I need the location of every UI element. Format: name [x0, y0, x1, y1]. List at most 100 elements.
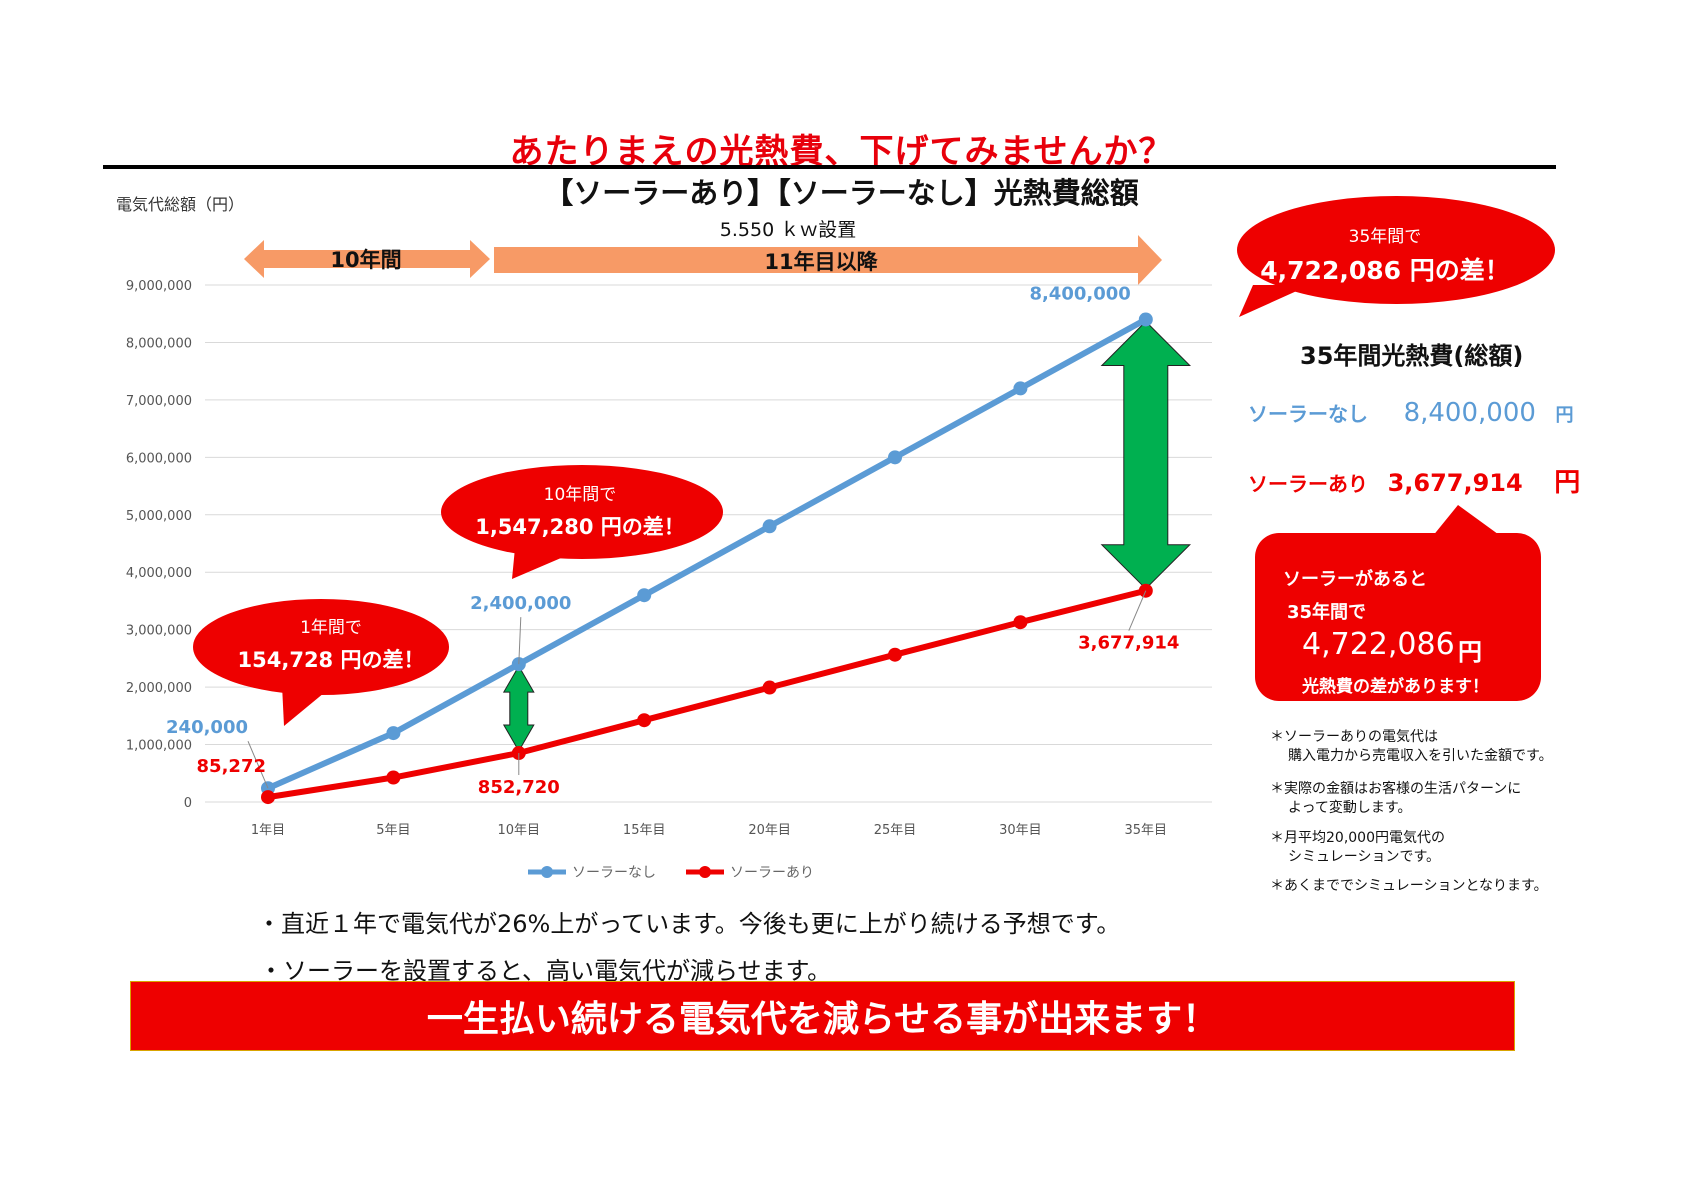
data-point: [1013, 615, 1028, 630]
x-tick-label: 20年目: [748, 823, 791, 838]
data-point: [386, 770, 401, 785]
period-arrows: [244, 235, 1162, 285]
bubble-1yr-shape: [193, 599, 449, 695]
difference-line4: 光熱費の差があります！: [1302, 677, 1489, 697]
y-tick-label: 4,000,000: [126, 566, 192, 581]
note-2-line1: ＊実際の金額はお客様の生活パターンに: [1270, 781, 1522, 797]
difference-unit: 円: [1458, 638, 1482, 666]
y-tick-label: 6,000,000: [126, 451, 192, 466]
data-point: [637, 713, 652, 728]
bubble-1yr-line2: 154,728 円の差！: [237, 648, 425, 672]
bubble-10yr-shape: [441, 465, 723, 559]
x-tick-label: 15年目: [623, 823, 666, 838]
period-label-first: 10年間: [330, 248, 401, 272]
series-line-without-solar: [266, 316, 1148, 791]
legend-marker: [699, 866, 711, 878]
bubble-1yr-tail: [282, 685, 330, 726]
data-labels: 240,000 85,272 2,400,000 852,720 8,400,000 3,…: [166, 283, 1179, 798]
x-tick-label: 1年目: [251, 823, 285, 838]
label-leader: [1128, 590, 1147, 631]
y-tick-labels: 0 1,000,000 2,000,000 3,000,000 4,000,000 5,0…: [126, 279, 192, 811]
bubble-1yr: 1年間で 154,728 円の差！: [206, 613, 456, 674]
chart-title: 【ソーラーあり】【ソーラーなし】光熱費総額: [544, 176, 1139, 210]
y-tick-label: 2,000,000: [126, 681, 192, 696]
note-2-line2: よって変動します。: [1288, 800, 1412, 816]
legend-label: ソーラーあり: [730, 865, 814, 881]
series-lines: [266, 316, 1148, 801]
summary-value-without: 8,400,000: [1403, 398, 1536, 428]
bullet-2: ・ソーラーを設置すると、高い電気代が減らせます。: [259, 957, 832, 985]
install-label: 5.550 ｋｗ設置: [720, 219, 856, 241]
data-point: [1138, 312, 1153, 327]
difference-line2: 35年間で: [1287, 602, 1367, 623]
title-divider: [103, 165, 1556, 169]
bubble-35yr-tail: [1239, 285, 1310, 317]
chart-legend: ソーラーなし ソーラーあり: [528, 865, 814, 881]
note-1-line1: ＊ソーラーありの電気代は: [1270, 729, 1438, 745]
y-tick-label: 9,000,000: [126, 279, 192, 294]
data-point: [762, 680, 777, 695]
bubble-10yr-tail: [512, 548, 575, 579]
period-arrow-first: [244, 240, 490, 278]
x-tick-label: 5年目: [376, 823, 410, 838]
x-tick-label: 30年目: [999, 823, 1042, 838]
x-tick-label: 25年目: [874, 823, 917, 838]
period-arrow-second: [494, 235, 1162, 285]
difference-arrow-35yr: [1100, 320, 1192, 590]
bubble-35yr-shape: [1237, 196, 1555, 304]
bubble-10yr: 10年間で 1,547,280 円の差！: [440, 480, 720, 541]
summary-row-with: ソーラーあり 3,677,914 円: [1248, 462, 1580, 499]
data-label-leaders: [247, 590, 1147, 789]
summary-label-with: ソーラーあり: [1248, 472, 1368, 496]
data-point: [1013, 381, 1028, 396]
series-line-with-solar: [267, 587, 1147, 801]
data-label: 2,400,000: [470, 593, 571, 614]
summary-label-without: ソーラーなし: [1248, 402, 1368, 426]
summary-value-with: 3,677,914: [1387, 469, 1523, 497]
difference-arrow-10yr: [502, 665, 535, 753]
note-3: ＊月平均20,000円電気代の シミュレーションです。: [1270, 829, 1445, 867]
y-tick-label: 0: [184, 796, 192, 811]
legend-label: ソーラーなし: [572, 865, 656, 881]
banner-text: 一生払い続ける電気代を減らせる事が出来ます！: [426, 999, 1219, 1040]
note-4-line1: ＊あくまででシミュレーションとなります。: [1270, 878, 1548, 894]
data-point: [762, 519, 777, 534]
note-3-line2: シミュレーションです。: [1288, 849, 1441, 865]
y-tick-label: 7,000,000: [126, 394, 192, 409]
label-leader: [518, 617, 522, 665]
summary-unit-with: 円: [1554, 468, 1581, 498]
bubble-10yr-line1: 10年間で: [543, 485, 617, 505]
callout-bubbles: [193, 196, 1555, 726]
data-label: 85,272: [197, 756, 266, 777]
note-1-line2: 購入電力から売電収入を引いた金額です。: [1288, 748, 1553, 764]
x-tick-label: 10年目: [498, 823, 541, 838]
x-tick-labels: 1年目 5年目 10年目 15年目 20年目 25年目 30年目 35年目: [251, 823, 1167, 838]
bottom-banner: 一生払い続ける電気代を減らせる事が出来ます！: [130, 981, 1515, 1051]
data-point: [386, 726, 401, 741]
difference-box-tail: [1432, 505, 1502, 537]
difference-line1: ソーラーがあると: [1283, 569, 1427, 590]
bubble-35yr-line2: 4,722,086 円の差！: [1260, 256, 1510, 285]
y-tick-label: 8,000,000: [126, 336, 192, 351]
bubble-35yr: 35年間で 4,722,086 円の差！: [1235, 222, 1535, 287]
data-point: [888, 450, 902, 465]
y-axis-label: 電気代総額（円）: [116, 195, 245, 214]
summary-row-without: ソーラーなし 8,400,000 円: [1248, 398, 1573, 428]
bubble-1yr-line1: 1年間で: [300, 618, 362, 638]
bullet-1: ・直近１年で電気代が26%上がっています。今後も更に上がり続ける予想です。: [257, 910, 1121, 938]
legend-marker: [541, 866, 553, 878]
difference-box: [1255, 533, 1541, 701]
chart-grid: [205, 284, 1212, 803]
difference-amount: 4,722,086: [1302, 627, 1455, 662]
summary-unit-without: 円: [1555, 405, 1574, 426]
data-label: 3,677,914: [1078, 633, 1179, 654]
y-tick-label: 5,000,000: [126, 509, 192, 524]
data-label: 852,720: [478, 777, 560, 798]
data-point: [888, 647, 902, 662]
y-tick-label: 3,000,000: [126, 624, 192, 639]
data-point: [261, 790, 275, 805]
label-leader: [247, 741, 269, 789]
period-label-second: 11年目以降: [764, 250, 878, 274]
bubble-35yr-line1: 35年間で: [1348, 227, 1422, 247]
